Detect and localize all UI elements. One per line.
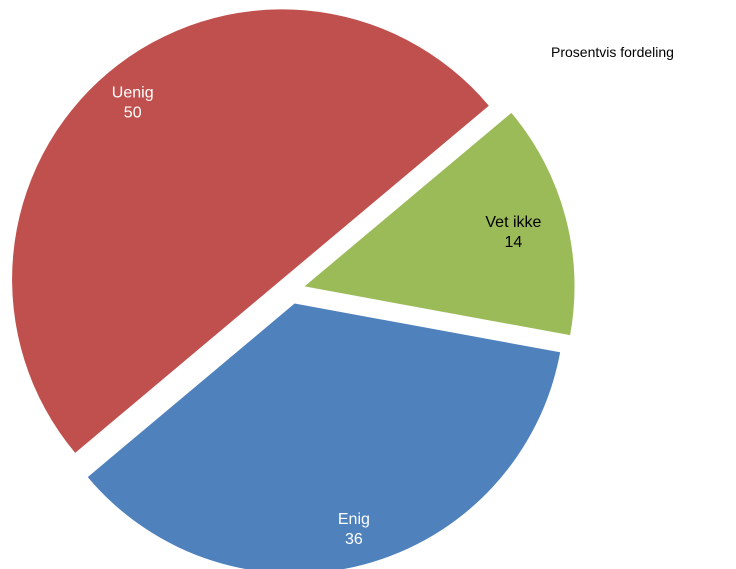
slice-category-label: Uenig	[112, 84, 154, 101]
pie-slice-enig	[87, 303, 561, 569]
slice-value-label: 14	[505, 234, 523, 251]
chart-title: Prosentvis fordeling	[551, 44, 674, 60]
slice-value-label: 50	[124, 104, 142, 121]
pie-slice-uenig	[12, 9, 489, 453]
slices-layer	[12, 9, 575, 569]
slice-category-label: Enig	[338, 511, 370, 528]
slice-category-label: Vet ikke	[485, 214, 541, 231]
labels-layer: Vet ikke 14 Enig 36 Uenig 50	[112, 84, 542, 548]
pie-slice-vet-ikke	[304, 112, 575, 336]
slice-value-label: 36	[345, 531, 363, 548]
